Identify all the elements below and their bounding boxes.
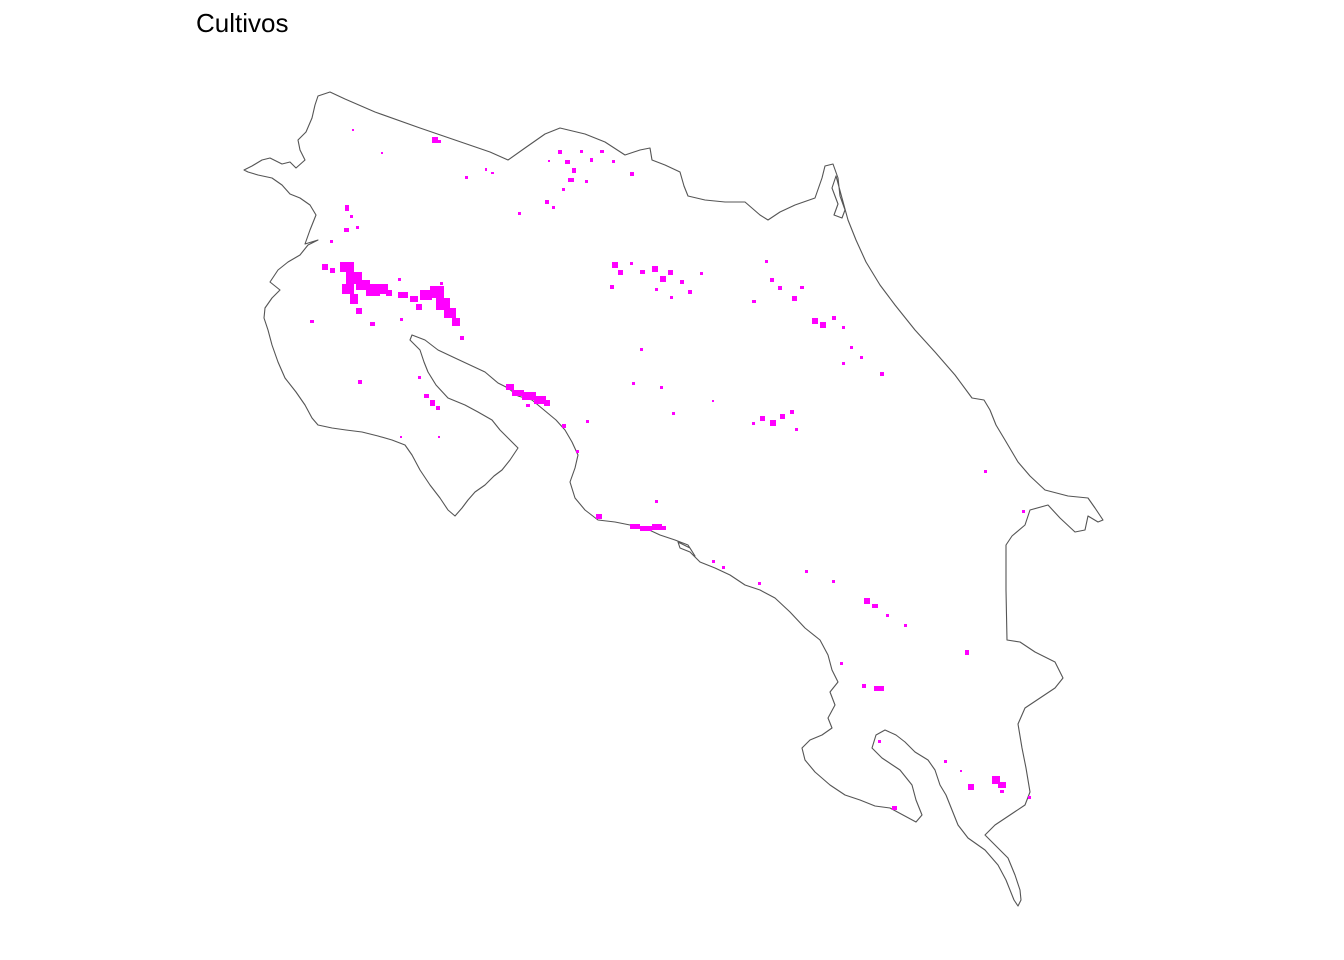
crop-areas (310, 129, 1031, 810)
country-outline (243, 91, 1104, 907)
map-title: Cultivos (196, 8, 289, 38)
